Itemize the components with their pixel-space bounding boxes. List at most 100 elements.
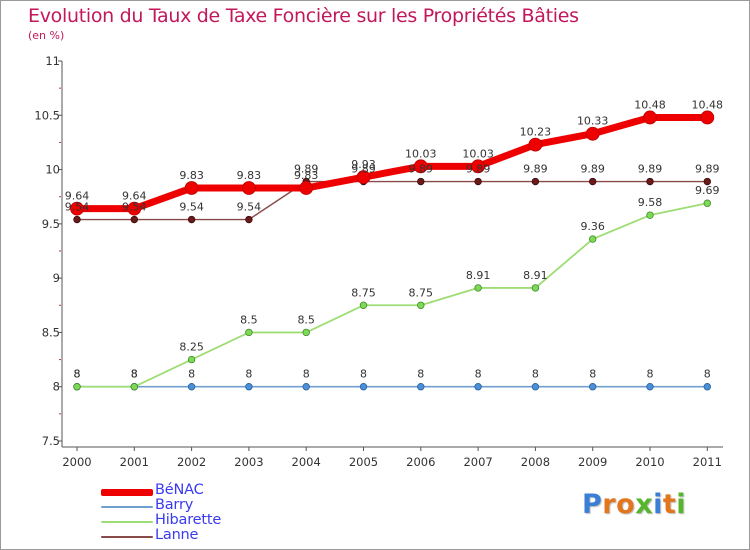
- data-label-hibarette: 8: [74, 368, 81, 381]
- data-label-benac: 10.33: [577, 115, 609, 128]
- x-tick-label: 2001: [120, 455, 149, 469]
- data-label-benac: 9.83: [237, 169, 262, 182]
- data-point-hibarette: [130, 383, 138, 391]
- data-label-benac: 10.23: [520, 126, 552, 139]
- data-label-hibarette: 8.91: [466, 269, 491, 282]
- data-point-benac: [643, 110, 657, 125]
- data-label-benac: 10.03: [462, 147, 494, 160]
- x-tick-label: 2010: [635, 455, 664, 469]
- chart-subtitle: (en %): [28, 29, 65, 42]
- x-tick-label: 2000: [62, 455, 91, 469]
- x-tick-label: 2007: [463, 455, 492, 469]
- legend-label: Lanne: [155, 527, 199, 543]
- data-label-lanne: 9.89: [351, 163, 376, 176]
- data-point-lanne: [73, 215, 81, 224]
- data-label-barry: 8: [188, 368, 195, 381]
- y-tick-label: 8: [53, 380, 60, 394]
- x-tick-label: 2005: [349, 455, 378, 469]
- x-tick-label: 2006: [406, 455, 435, 469]
- data-label-hibarette: 8.91: [523, 269, 548, 282]
- data-label-barry: 8: [245, 368, 252, 381]
- proxiti-logo: Proxiti: [582, 489, 686, 520]
- data-point-lanne: [130, 215, 138, 224]
- legend-swatch: [101, 506, 153, 508]
- x-tick-label: 2002: [177, 455, 206, 469]
- y-tick-label: 10.5: [34, 108, 60, 122]
- data-label-benac: 9.83: [294, 169, 319, 182]
- data-point-barry: [417, 383, 425, 391]
- data-label-lanne: 9.54: [237, 201, 262, 214]
- logo-letter: t: [662, 489, 677, 520]
- x-tick-label: 2008: [521, 455, 550, 469]
- data-point-barry: [474, 383, 482, 391]
- logo-letter: o: [616, 489, 636, 520]
- y-tick-label: 8.5: [42, 325, 60, 339]
- data-point-barry: [531, 383, 540, 391]
- data-point-lanne: [646, 177, 654, 186]
- data-point-lanne: [417, 177, 425, 186]
- data-label-lanne: 9.89: [695, 163, 720, 176]
- x-tick-label: 2004: [292, 455, 321, 469]
- series-line-lanne: [77, 180, 708, 221]
- legend-item-barry: Barry: [101, 497, 301, 515]
- data-point-hibarette: [646, 211, 654, 219]
- data-point-hibarette: [531, 284, 540, 292]
- data-point-hibarette: [245, 328, 253, 337]
- data-point-lanne: [589, 177, 597, 186]
- data-point-barry: [589, 383, 597, 391]
- y-tick-label: 9.5: [42, 217, 60, 231]
- data-label-barry: 8: [417, 368, 424, 381]
- data-label-benac: 10.03: [405, 147, 437, 160]
- y-tick-label: 7.5: [42, 434, 60, 448]
- data-point-benac: [299, 181, 314, 195]
- data-point-barry: [646, 383, 654, 391]
- data-point-benac: [585, 126, 600, 141]
- data-point-benac: [356, 170, 371, 185]
- y-tick-label: 9: [53, 271, 60, 285]
- legend-swatch: [101, 488, 153, 496]
- data-label-hibarette: 8.5: [297, 313, 315, 326]
- data-point-benac: [413, 159, 428, 174]
- data-label-lanne: 9.89: [466, 163, 491, 176]
- data-point-hibarette: [187, 355, 196, 364]
- data-label-barry: 8: [704, 368, 711, 381]
- data-point-barry: [245, 383, 253, 391]
- data-point-lanne: [474, 177, 482, 186]
- legend-item-lanne: Lanne: [101, 527, 301, 545]
- data-label-lanne: 9.89: [638, 163, 663, 176]
- legend-label: Barry: [155, 497, 194, 513]
- data-point-barry: [302, 383, 310, 391]
- series-line-benac: [77, 113, 708, 213]
- legend-item-hibarette: Hibarette: [101, 512, 301, 530]
- data-label-hibarette: 9.69: [695, 184, 720, 197]
- legend-label: BéNAC: [155, 482, 204, 498]
- legend-item-benac: BéNAC: [101, 482, 301, 500]
- data-label-benac: 10.48: [692, 98, 724, 111]
- data-label-barry: 8: [532, 368, 539, 381]
- data-label-benac: 9.64: [65, 190, 90, 203]
- legend-swatch: [101, 521, 153, 523]
- logo-letter: P: [582, 489, 603, 520]
- data-point-lanne: [703, 177, 711, 186]
- data-label-lanne: 9.89: [580, 163, 605, 176]
- data-point-benac: [184, 181, 199, 195]
- data-label-hibarette: 8.75: [351, 286, 376, 299]
- y-tick-label: 11: [45, 54, 60, 68]
- data-label-barry: 8: [74, 368, 81, 381]
- data-point-benac: [528, 137, 543, 152]
- data-label-hibarette: 9.36: [580, 220, 605, 233]
- data-point-hibarette: [474, 284, 482, 292]
- data-point-hibarette: [73, 383, 81, 391]
- series-line-hibarette: [77, 202, 708, 388]
- data-label-lanne: 9.89: [523, 163, 548, 176]
- data-label-benac: 9.83: [179, 169, 204, 182]
- chart-title: Evolution du Taux de Taxe Foncière sur l…: [28, 5, 579, 27]
- data-point-barry: [359, 383, 368, 391]
- x-tick-label: 2009: [578, 455, 607, 469]
- data-point-lanne: [531, 177, 540, 186]
- data-label-lanne: 9.54: [65, 201, 90, 214]
- data-point-benac: [241, 181, 256, 195]
- data-point-lanne: [187, 215, 196, 224]
